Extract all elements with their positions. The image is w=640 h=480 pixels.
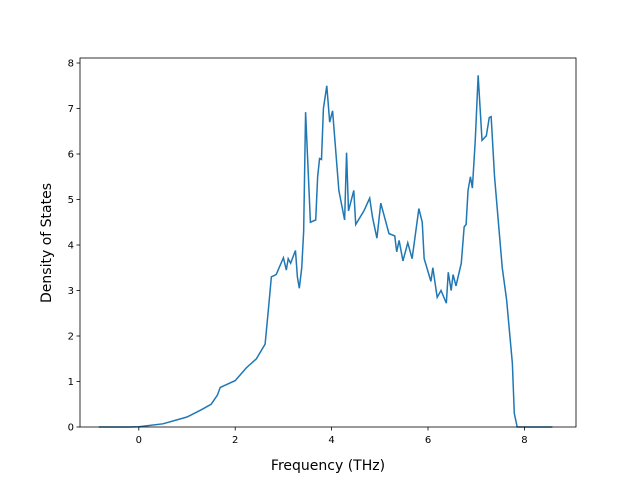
y-tick-label: 7: [68, 104, 74, 115]
x-tick-label: 6: [425, 435, 431, 446]
y-tick-label: 8: [68, 59, 74, 70]
y-tick-label: 1: [68, 377, 74, 388]
y-tick-label: 6: [68, 150, 74, 161]
y-tick-label: 2: [68, 332, 74, 343]
y-tick-label: 5: [68, 195, 74, 206]
x-axis-label: Frequency (THz): [271, 458, 385, 474]
y-tick-label: 0: [68, 423, 74, 434]
y-axis-label: Density of States: [39, 183, 55, 303]
plot-frame: [79, 57, 577, 428]
y-tick-label: 3: [68, 286, 74, 297]
y-tick-label: 4: [68, 241, 74, 252]
x-tick-label: 4: [328, 435, 334, 446]
x-tick-label: 0: [136, 435, 142, 446]
data-line: [98, 75, 553, 428]
x-tick-label: 8: [521, 435, 527, 446]
x-tick-label: 2: [232, 435, 238, 446]
